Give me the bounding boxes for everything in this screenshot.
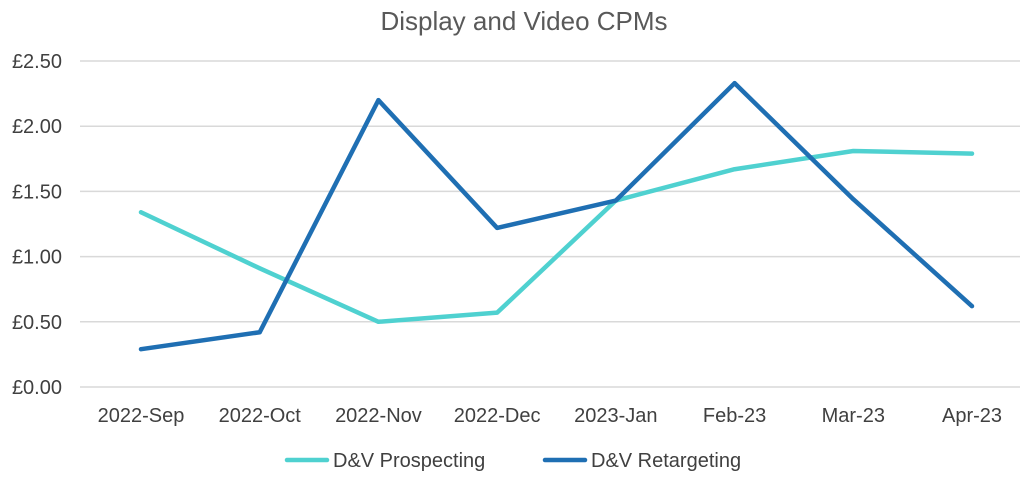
data-point	[970, 151, 974, 156]
y-tick-label: £1.00	[12, 247, 62, 269]
data-point	[139, 347, 143, 352]
y-tick-label: £0.00	[12, 377, 62, 399]
x-tick-label: Mar-23	[822, 405, 885, 427]
data-point	[257, 266, 262, 271]
x-tick-label: Apr-23	[942, 405, 1002, 427]
legend-label: D&V Prospecting	[333, 450, 485, 472]
y-tick-label: £1.50	[12, 181, 62, 203]
y-tick-label: £2.00	[12, 116, 62, 138]
x-tick-label: 2022-Oct	[219, 405, 302, 427]
data-point	[851, 197, 856, 202]
data-point	[613, 198, 618, 203]
data-point	[139, 210, 143, 215]
y-tick-label: £0.50	[12, 312, 62, 334]
data-point	[495, 225, 500, 230]
x-tick-label: 2023-Jan	[574, 405, 657, 427]
data-point	[376, 98, 381, 103]
x-tick-label: 2022-Nov	[335, 405, 422, 427]
data-point	[851, 148, 856, 153]
data-point	[376, 319, 381, 324]
series-line-0	[138, 148, 975, 325]
y-axis-ticks: £0.00 £0.50 £1.00 £1.50 £2.00 £2.50	[12, 51, 62, 399]
data-point	[732, 81, 737, 86]
data-point	[257, 330, 262, 335]
chart-title: Display and Video CPMs	[380, 6, 667, 36]
series-lines	[138, 80, 975, 352]
legend: D&V Prospecting D&V Retargeting	[284, 450, 741, 472]
x-tick-label: Feb-23	[703, 405, 766, 427]
data-point	[732, 167, 737, 172]
series-line-1	[138, 80, 975, 352]
x-tick-label: 2022-Dec	[454, 405, 541, 427]
data-point	[970, 304, 974, 309]
legend-label: D&V Retargeting	[591, 450, 741, 472]
x-axis-ticks: 2022-Sep 2022-Oct 2022-Nov 2022-Dec 2023-Jan…	[98, 405, 1002, 427]
y-tick-label: £2.50	[12, 51, 62, 73]
data-point	[495, 310, 500, 315]
x-tick-label: 2022-Sep	[98, 405, 185, 427]
